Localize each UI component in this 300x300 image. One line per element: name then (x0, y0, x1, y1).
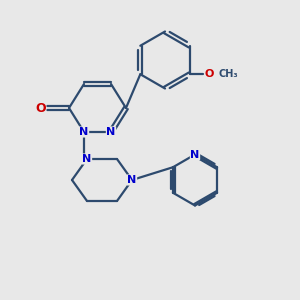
Text: O: O (205, 69, 214, 79)
Text: N: N (190, 149, 200, 160)
Text: O: O (35, 101, 46, 115)
Text: N: N (128, 175, 136, 185)
Text: N: N (106, 127, 116, 137)
Text: N: N (80, 127, 88, 137)
Text: N: N (82, 154, 91, 164)
Text: CH₃: CH₃ (219, 69, 238, 79)
